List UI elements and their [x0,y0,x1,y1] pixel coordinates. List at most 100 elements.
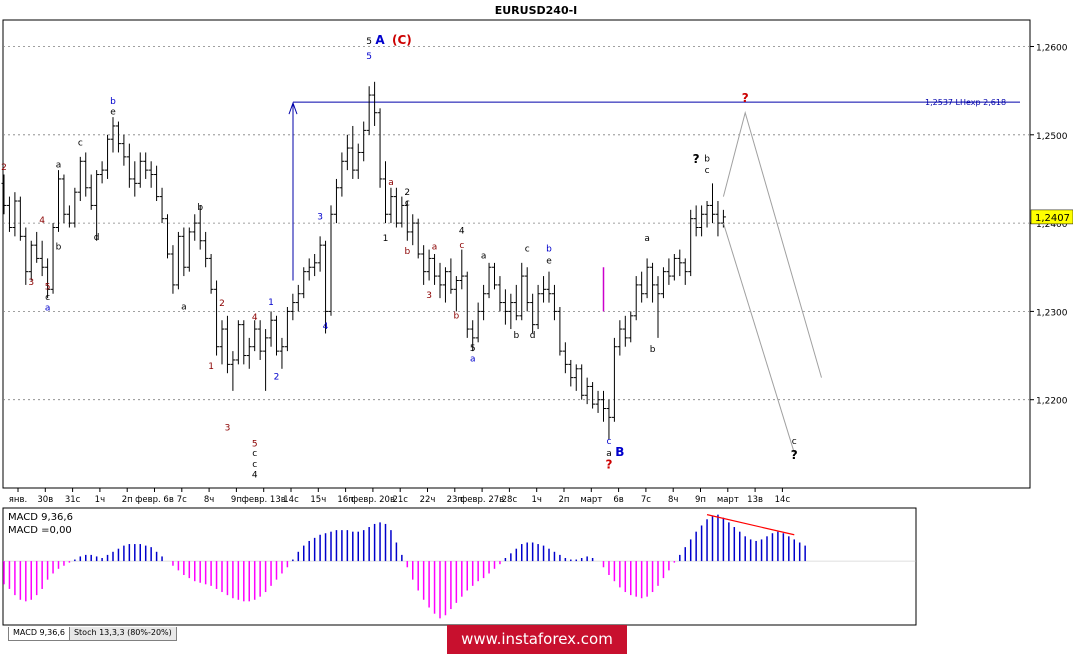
wave-label: 5 [366,52,372,62]
price-tick-label: 1,2300 [1036,308,1068,318]
time-tick-label: 23п [447,495,463,505]
time-tick-label: 7с [177,495,187,505]
macd-name: MACD 9,36,6 [8,512,73,523]
wave-label: a [432,243,438,253]
wave-label: b [404,247,410,257]
wave-label: b [56,243,62,253]
wave-label: ? [742,91,749,105]
time-tick-label: 1ч [95,495,105,505]
time-tick-label: 21с [392,495,408,505]
time-tick-label: 16п [337,495,353,505]
wave-label: e [110,107,116,117]
price-tick-label: 1,2200 [1036,397,1068,407]
macd-divergence-line [706,514,795,536]
time-tick-label: март [717,495,739,505]
time-tick-label: 13в [747,495,763,505]
wave-label: d [94,233,100,243]
wave-label: 3 [225,424,231,434]
wave-label: c [459,241,464,251]
wave-label: 4 [252,470,258,480]
target-line-label: 1,2537 LHexp 2,618 [925,98,1006,107]
time-tick-label: 31с [65,495,81,505]
time-tick-label: февр. 13в [242,495,286,505]
wave-label: c [252,460,257,470]
time-tick-label: 8ч [668,495,678,505]
time-tick-label: янв. [9,495,27,505]
tab-stoch[interactable]: Stoch 13,3,3 (80%-20%) [68,627,177,641]
time-tick-label: 1ч [531,495,541,505]
wave-label: c [606,437,611,447]
wave-label: b [650,345,656,355]
wave-label: 1 [208,362,214,372]
wave-label: c [45,293,50,303]
time-tick-label: февр. 27в [460,495,504,505]
wave-label: a [481,251,487,261]
time-tick-label: 7с [641,495,651,505]
price-tick-label: 1,2600 [1036,43,1068,53]
time-tick-label: 30в [37,495,53,505]
wave-label: 1 [383,234,389,244]
time-tick-label: 6в [613,495,623,505]
wave-label: 5 [366,37,372,47]
wave-label: b [513,331,519,341]
wave-label: ? [605,458,612,472]
wave-label: c [792,437,797,447]
wave-label: a [644,234,650,244]
wave-label: 3 [426,291,432,301]
price-tick-label: 1,2400 [1036,220,1068,230]
tab-macd[interactable]: MACD 9,36,6 [8,627,70,641]
time-tick-label: 28с [502,495,518,505]
wave-label: 4 [252,313,258,323]
macd-pane [2,507,917,626]
time-tick-label: март [580,495,602,505]
forecast-path [722,110,822,378]
wave-label: 4 [39,216,45,226]
time-tick-label: 22ч [420,495,436,505]
wave-label: 1 [268,298,274,308]
wave-label: b [197,203,203,213]
wave-label: 5 [45,282,51,292]
time-tick-label: февр. 20в [351,495,395,505]
price-pane [2,19,1031,489]
wave-label: a [45,304,51,314]
chart-title: EURUSD240-I [495,4,578,17]
wave-label: 5 [470,344,476,354]
time-tick-label: 2п [122,495,133,505]
wave-label: B [615,445,624,459]
wave-label: 3 [28,278,34,288]
wave-label: a [470,355,476,365]
wave-label: 2 [219,299,225,309]
wave-label: ? [693,152,700,166]
wave-label: c [405,198,410,208]
current-price-label: 1,2407 [1035,213,1070,224]
wave-label: c [525,244,530,254]
wave-label: 2 [404,188,410,198]
time-tick-label: 14с [283,495,299,505]
time-tick-label: 14с [775,495,791,505]
macd-value: MACD =0,00 [8,525,72,536]
wave-label: a [56,160,62,170]
wave-label: b [546,244,552,254]
wave-label: b [110,97,116,107]
wave-label: A [375,33,385,47]
wave-label: 4 [459,227,465,237]
time-tick-label: 8ч [204,495,214,505]
price-tick-label: 1,2500 [1036,132,1068,142]
time-tick-label: 2п [559,495,570,505]
wave-label: (C) [392,33,412,47]
current-price-box [1030,209,1073,225]
time-tick-label: 9п [695,495,706,505]
wave-label: 3 [317,213,323,223]
time-tick-label: 15ч [310,495,326,505]
wave-label: a [606,449,612,459]
wave-label: a [181,303,187,313]
wave-label: 2 [274,372,280,382]
indicator-tabs: MACD 9,36,6 Stoch 13,3,3 (80%-20%) [8,627,177,641]
forecast-path [722,222,795,453]
wave-label: c [705,166,710,176]
wave-label: a [388,178,394,188]
wave-label: c [78,138,83,148]
wave-label: ? [791,448,798,462]
